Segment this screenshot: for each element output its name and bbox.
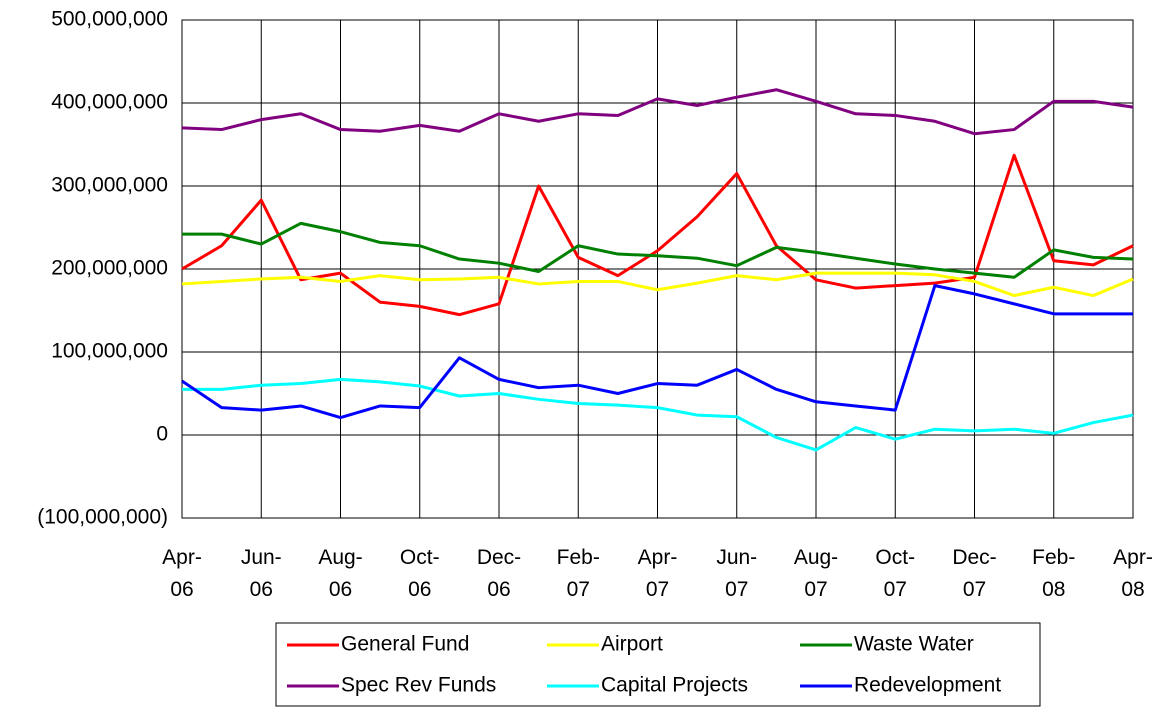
x-tick-label: Apr-07 xyxy=(638,546,678,601)
x-tick-label: Apr-08 xyxy=(1113,546,1153,601)
x-tick-label: Dec-06 xyxy=(477,546,521,601)
x-tick-label: Aug-07 xyxy=(794,546,838,601)
series-line xyxy=(181,284,1133,420)
legend-label: Waste Water xyxy=(854,633,974,656)
y-tick-label: 500,000,000 xyxy=(51,8,168,31)
x-tick-label: Feb-07 xyxy=(557,546,600,601)
legend-label: Redevelopment xyxy=(854,674,1001,697)
y-tick-label: 200,000,000 xyxy=(51,257,168,280)
x-tick-label: Apr-06 xyxy=(162,546,202,601)
x-tick-label: Jun-06 xyxy=(241,546,282,601)
series-line xyxy=(181,271,1134,298)
x-tick-label: Oct-07 xyxy=(875,546,915,601)
legend-label: Airport xyxy=(601,633,663,656)
legend-label: Spec Rev Funds xyxy=(341,674,496,697)
legend-label: Capital Projects xyxy=(601,674,748,697)
y-tick-label: 100,000,000 xyxy=(51,340,168,363)
x-tick-label: Oct-06 xyxy=(400,546,440,601)
x-tick-label: Dec-07 xyxy=(952,546,996,601)
x-tick-label: Feb-08 xyxy=(1032,546,1075,601)
legend-box xyxy=(275,622,1041,707)
series-line xyxy=(181,153,1134,317)
x-tick-label: Aug-06 xyxy=(318,546,362,601)
x-tick-label: Jun-07 xyxy=(716,546,757,601)
legend-label: General Fund xyxy=(341,633,469,656)
series-line xyxy=(181,88,1134,136)
y-tick-label: 0 xyxy=(156,423,168,446)
y-tick-label: 300,000,000 xyxy=(51,174,168,197)
series-line xyxy=(182,221,1134,279)
y-tick-label: 400,000,000 xyxy=(51,91,168,114)
y-tick-label: (100,000,000) xyxy=(37,506,168,529)
series-line xyxy=(182,377,1134,452)
